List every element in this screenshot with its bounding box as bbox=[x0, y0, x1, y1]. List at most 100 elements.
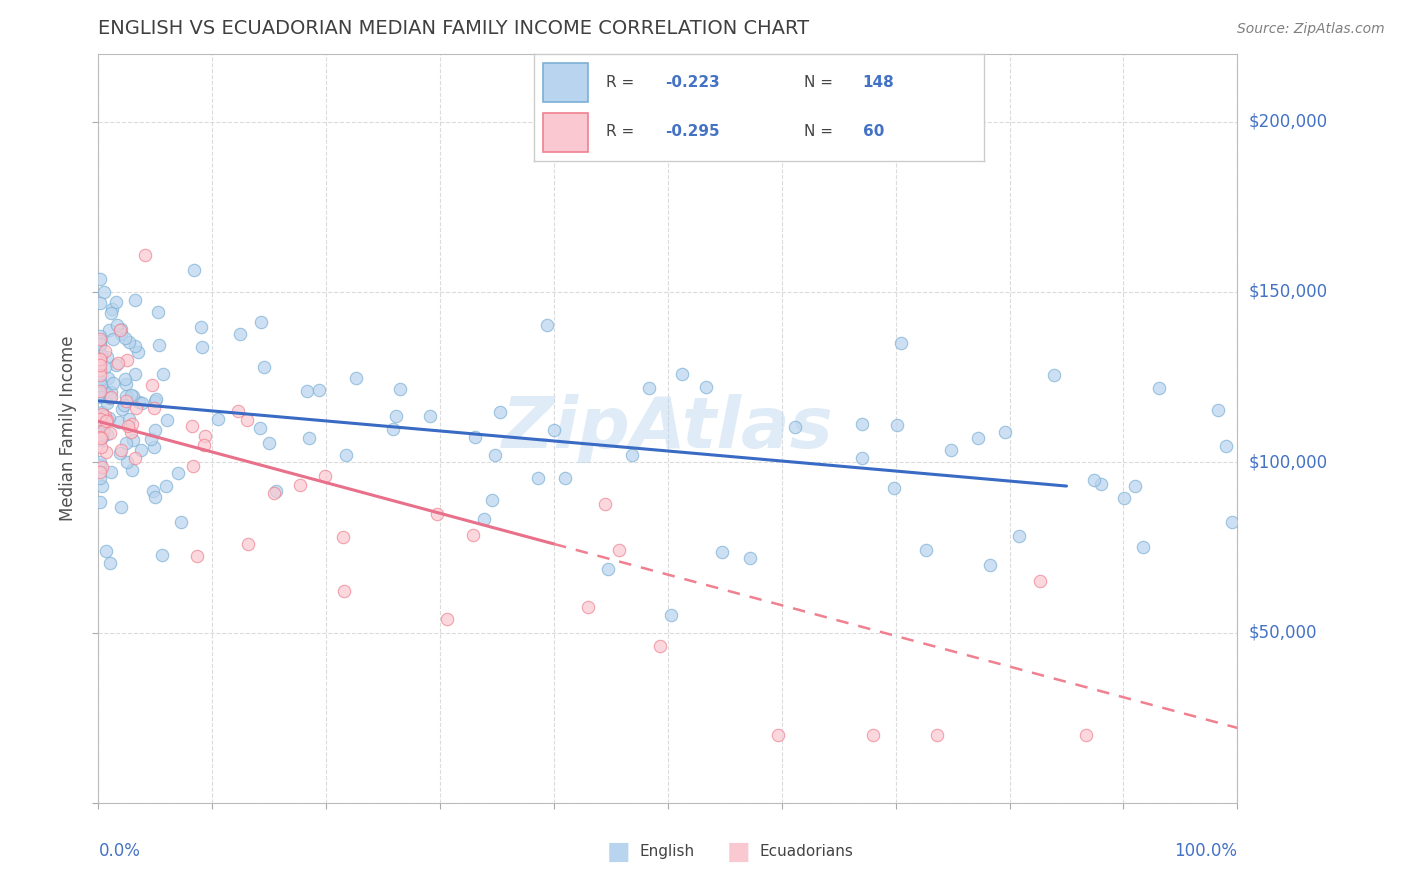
Point bbox=[263, 486, 285, 500]
Point bbox=[461, 528, 484, 542]
Point bbox=[90, 407, 112, 421]
Point bbox=[314, 469, 336, 483]
Point bbox=[89, 337, 111, 351]
Point bbox=[472, 511, 495, 525]
Point bbox=[1083, 473, 1105, 487]
Point bbox=[89, 408, 111, 422]
Text: 0.0%: 0.0% bbox=[98, 842, 141, 860]
Point bbox=[122, 434, 145, 448]
Point bbox=[143, 491, 166, 505]
Point bbox=[91, 430, 114, 444]
Point bbox=[100, 301, 122, 316]
Point bbox=[183, 263, 205, 277]
Point bbox=[125, 401, 148, 416]
Point bbox=[100, 306, 122, 320]
Point bbox=[127, 344, 149, 359]
Point bbox=[191, 339, 214, 353]
Text: ENGLISH VS ECUADORIAN MEDIAN FAMILY INCOME CORRELATION CHART: ENGLISH VS ECUADORIAN MEDIAN FAMILY INCO… bbox=[98, 19, 810, 38]
Point bbox=[576, 600, 599, 615]
Point bbox=[388, 382, 411, 396]
Point bbox=[1090, 477, 1112, 491]
FancyBboxPatch shape bbox=[543, 113, 588, 152]
Point bbox=[941, 442, 963, 457]
Point bbox=[166, 467, 188, 481]
Point bbox=[1043, 368, 1066, 382]
Point bbox=[90, 378, 112, 392]
Point bbox=[89, 433, 111, 447]
Point bbox=[148, 338, 170, 352]
Point bbox=[118, 335, 141, 350]
Point bbox=[207, 411, 229, 425]
Point bbox=[335, 448, 357, 462]
Point bbox=[93, 383, 115, 397]
Point bbox=[120, 425, 142, 439]
Point bbox=[554, 470, 576, 484]
Text: 100.0%: 100.0% bbox=[1174, 842, 1237, 860]
Point bbox=[110, 500, 132, 515]
Point bbox=[112, 398, 135, 412]
Point bbox=[418, 409, 440, 424]
Point bbox=[180, 419, 202, 434]
Point bbox=[89, 352, 111, 367]
Point bbox=[527, 471, 550, 485]
Text: -0.295: -0.295 bbox=[665, 124, 720, 139]
Point bbox=[117, 352, 139, 367]
Point bbox=[1008, 529, 1031, 543]
Point bbox=[141, 378, 163, 392]
Point bbox=[1112, 491, 1135, 505]
Point bbox=[139, 432, 162, 446]
Point bbox=[890, 335, 912, 350]
Point bbox=[297, 431, 319, 445]
Point bbox=[89, 422, 111, 436]
Point bbox=[226, 403, 249, 417]
Point bbox=[107, 416, 129, 430]
Point bbox=[94, 445, 117, 459]
Point bbox=[98, 391, 121, 405]
Point bbox=[648, 639, 671, 653]
Point bbox=[110, 443, 132, 458]
Point bbox=[90, 405, 112, 419]
Point bbox=[886, 417, 908, 432]
Point bbox=[114, 331, 136, 345]
Point bbox=[695, 380, 717, 394]
Point bbox=[914, 542, 936, 557]
Text: N =: N = bbox=[804, 75, 838, 90]
Point bbox=[90, 391, 112, 405]
Point bbox=[259, 435, 281, 450]
Point bbox=[381, 422, 404, 436]
Point bbox=[89, 430, 111, 444]
Point bbox=[94, 343, 117, 358]
Point bbox=[194, 428, 217, 442]
Point bbox=[146, 305, 169, 319]
Point bbox=[143, 401, 166, 416]
Point bbox=[967, 431, 990, 445]
Point bbox=[979, 558, 1001, 572]
Point bbox=[111, 401, 134, 416]
Point bbox=[671, 367, 693, 381]
Point bbox=[96, 385, 118, 400]
Point bbox=[89, 386, 111, 401]
Point bbox=[236, 413, 259, 427]
Point bbox=[117, 418, 139, 433]
Point bbox=[94, 409, 117, 423]
Point bbox=[89, 351, 111, 366]
Point bbox=[89, 332, 111, 346]
Point bbox=[150, 549, 173, 563]
Point bbox=[925, 728, 948, 742]
Point bbox=[107, 356, 129, 370]
Point bbox=[170, 515, 193, 529]
Point bbox=[851, 451, 873, 466]
Point bbox=[193, 437, 215, 451]
Text: Source: ZipAtlas.com: Source: ZipAtlas.com bbox=[1237, 22, 1385, 37]
Point bbox=[89, 272, 111, 286]
Point bbox=[105, 359, 128, 373]
Point bbox=[1074, 728, 1097, 742]
Point bbox=[89, 465, 111, 479]
Point bbox=[89, 363, 111, 377]
Point bbox=[89, 426, 111, 441]
Point bbox=[143, 394, 166, 409]
Point bbox=[93, 384, 115, 399]
Point bbox=[96, 414, 118, 428]
Point bbox=[783, 420, 806, 434]
Point bbox=[426, 507, 449, 521]
